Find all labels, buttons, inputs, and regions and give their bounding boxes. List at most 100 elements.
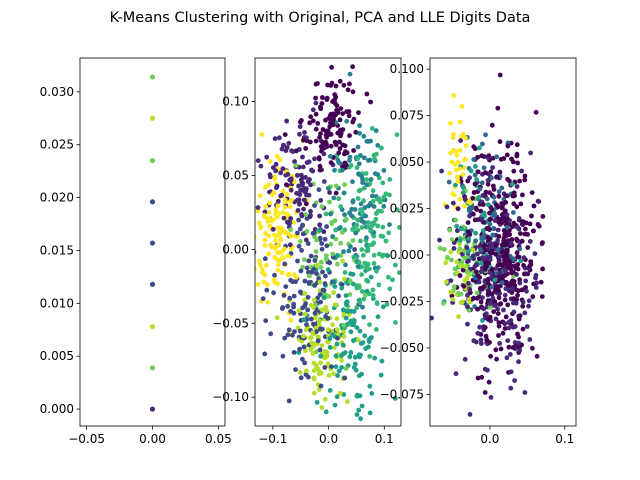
data-point: [519, 168, 524, 174]
data-point: [341, 82, 347, 88]
data-point: [493, 202, 499, 208]
data-point: [379, 145, 384, 151]
data-point: [453, 182, 458, 188]
data-point: [464, 245, 470, 251]
data-point: [298, 289, 303, 295]
data-point: [441, 247, 447, 252]
data-point: [319, 204, 325, 210]
data-point: [481, 306, 487, 312]
data-point: [346, 248, 352, 254]
data-point: [350, 179, 355, 185]
data-point: [337, 117, 343, 123]
data-point: [380, 224, 386, 230]
data-point: [294, 234, 300, 239]
data-point: [336, 368, 342, 374]
data-point: [307, 120, 313, 126]
data-point: [485, 202, 491, 208]
data-point: [291, 350, 297, 355]
data-point: [322, 397, 328, 402]
data-point: [339, 365, 344, 370]
data-point: [494, 356, 499, 362]
data-point: [447, 227, 453, 233]
data-point: [319, 101, 325, 106]
data-point: [385, 253, 391, 259]
data-point: [484, 311, 489, 317]
data-point: [304, 160, 310, 166]
data-point: [361, 296, 367, 302]
data-point: [311, 390, 317, 396]
data-point: [263, 262, 269, 268]
data-point: [354, 165, 360, 171]
data-point: [313, 100, 319, 106]
data-point: [313, 95, 318, 101]
data-point: [331, 345, 337, 351]
data-point: [361, 155, 367, 161]
data-point: [348, 163, 354, 168]
data-point: [527, 337, 533, 342]
data-point: [457, 273, 463, 278]
data-point: [326, 327, 331, 333]
data-point: [364, 277, 369, 283]
data-point: [320, 127, 326, 132]
data-point: [347, 71, 353, 77]
data-point: [476, 195, 482, 200]
data-point: [329, 80, 335, 86]
data-point: [506, 325, 512, 331]
data-point: [393, 320, 398, 325]
data-point: [482, 390, 488, 395]
data-point: [502, 326, 508, 331]
data-point: [491, 187, 497, 192]
data-point: [526, 298, 532, 304]
data-point: [374, 300, 380, 306]
data-point: [342, 276, 347, 282]
data-point: [332, 218, 338, 224]
data-point: [370, 198, 376, 204]
data-point: [274, 154, 280, 159]
data-point: [335, 253, 340, 258]
data-point: [527, 239, 533, 244]
data-point: [368, 228, 374, 234]
data-point: [466, 199, 471, 205]
data-point: [458, 138, 463, 144]
data-point: [312, 156, 317, 162]
data-point: [317, 213, 322, 219]
data-point: [367, 157, 373, 163]
data-point: [351, 322, 356, 328]
data-point: [295, 230, 300, 236]
data-point: [463, 135, 468, 141]
data-point: [504, 152, 510, 158]
ticks-original: −0.05 0.00 0.05 0.000 0.005 0.010 0.015 0.020 0.…: [40, 85, 232, 446]
data-point: [310, 107, 316, 113]
data-point: [505, 143, 511, 149]
data-point: [497, 72, 503, 78]
data-point: [323, 211, 329, 217]
data-point: [531, 228, 536, 234]
data-point: [511, 296, 517, 301]
ticks-pca: −0.1 0.0 0.1 −0.10 −0.05 0.00 0.05 0.10: [212, 95, 394, 446]
points-original: [149, 74, 156, 412]
data-point: [364, 91, 370, 97]
data-point: [317, 292, 323, 297]
data-point: [463, 143, 469, 149]
data-point: [308, 208, 313, 214]
data-point: [511, 263, 517, 269]
data-point: [529, 213, 534, 219]
data-point: [302, 360, 308, 366]
data-point: [367, 354, 373, 359]
data-point: [287, 295, 293, 301]
data-point: [268, 331, 274, 337]
data-point: [516, 216, 522, 221]
data-point: [356, 373, 362, 379]
data-point: [371, 204, 377, 209]
data-point: [461, 283, 467, 289]
data-point: [527, 221, 533, 227]
data-point: [366, 139, 371, 144]
data-point: [271, 190, 277, 195]
data-point: [347, 81, 352, 87]
data-point: [352, 318, 357, 324]
data-point: [319, 326, 325, 332]
data-point: [272, 232, 277, 238]
data-point: [267, 223, 273, 229]
data-point: [297, 369, 303, 375]
data-point: [332, 100, 338, 106]
